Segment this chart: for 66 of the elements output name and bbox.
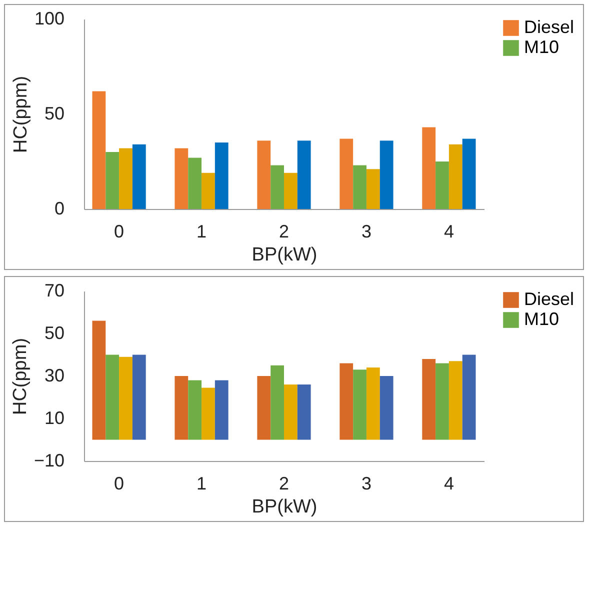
bar <box>106 152 120 209</box>
y-axis-title: HC(ppm) <box>10 338 31 416</box>
x-tick-label: 2 <box>278 474 290 494</box>
bar <box>448 361 462 440</box>
y-tick-label: 10 <box>44 408 64 428</box>
legend-label: M10 <box>524 309 560 329</box>
bar <box>436 162 449 209</box>
x-tick-label: 4 <box>444 222 454 242</box>
bar <box>214 380 228 440</box>
y-tick-label: 50 <box>44 323 64 343</box>
x-tick-label: 1 <box>196 222 207 242</box>
bar <box>214 142 228 209</box>
y-tick-label: 30 <box>44 366 64 386</box>
x-tick-label: 3 <box>361 474 372 494</box>
bar <box>422 359 436 440</box>
x-tick-label: 1 <box>196 474 207 494</box>
y-axis-title: HC(ppm) <box>10 76 32 154</box>
bar <box>174 376 188 440</box>
bar <box>284 172 298 209</box>
bar <box>380 376 394 440</box>
bar <box>297 140 311 209</box>
bar <box>188 380 202 440</box>
bar <box>284 384 298 440</box>
x-axis-title: BP(kW) <box>252 496 318 518</box>
bar <box>422 127 436 209</box>
bar <box>462 354 476 440</box>
y-tick-label: 50 <box>44 104 64 124</box>
bar <box>92 91 106 209</box>
bar <box>270 165 284 209</box>
x-axis-title: BP(kW) <box>252 244 318 266</box>
bar <box>132 144 146 209</box>
x-tick-label: 4 <box>444 474 454 494</box>
bar <box>380 140 394 209</box>
y-tick-label: 0 <box>54 198 64 218</box>
bar <box>436 363 449 440</box>
legend-label: Diesel <box>524 289 574 309</box>
bar <box>353 370 366 440</box>
bar <box>119 356 132 440</box>
y-tick-label: 70 <box>44 280 64 300</box>
bar <box>257 140 271 209</box>
y-tick-label: 100 <box>34 8 64 28</box>
bar <box>353 165 366 209</box>
bar <box>297 384 311 440</box>
x-tick-label: 0 <box>114 222 124 242</box>
bar <box>366 169 380 209</box>
bar <box>257 376 271 440</box>
bar <box>174 148 188 209</box>
legend-label: M10 <box>524 37 560 57</box>
bar <box>462 138 476 209</box>
bar <box>119 148 132 209</box>
bar <box>202 172 215 209</box>
y-tick-label: −10 <box>34 450 64 470</box>
x-tick-label: 0 <box>114 474 124 494</box>
bar <box>366 368 380 440</box>
x-tick-label: 3 <box>361 222 372 242</box>
bar <box>202 388 215 440</box>
bar <box>106 354 120 440</box>
bar <box>132 354 146 440</box>
legend-label: Diesel <box>524 17 574 37</box>
bar <box>448 144 462 209</box>
bar <box>270 365 284 440</box>
bar <box>340 138 354 209</box>
bar <box>188 158 202 209</box>
bar <box>340 363 354 440</box>
x-tick-label: 2 <box>278 222 290 242</box>
bar <box>92 320 106 440</box>
